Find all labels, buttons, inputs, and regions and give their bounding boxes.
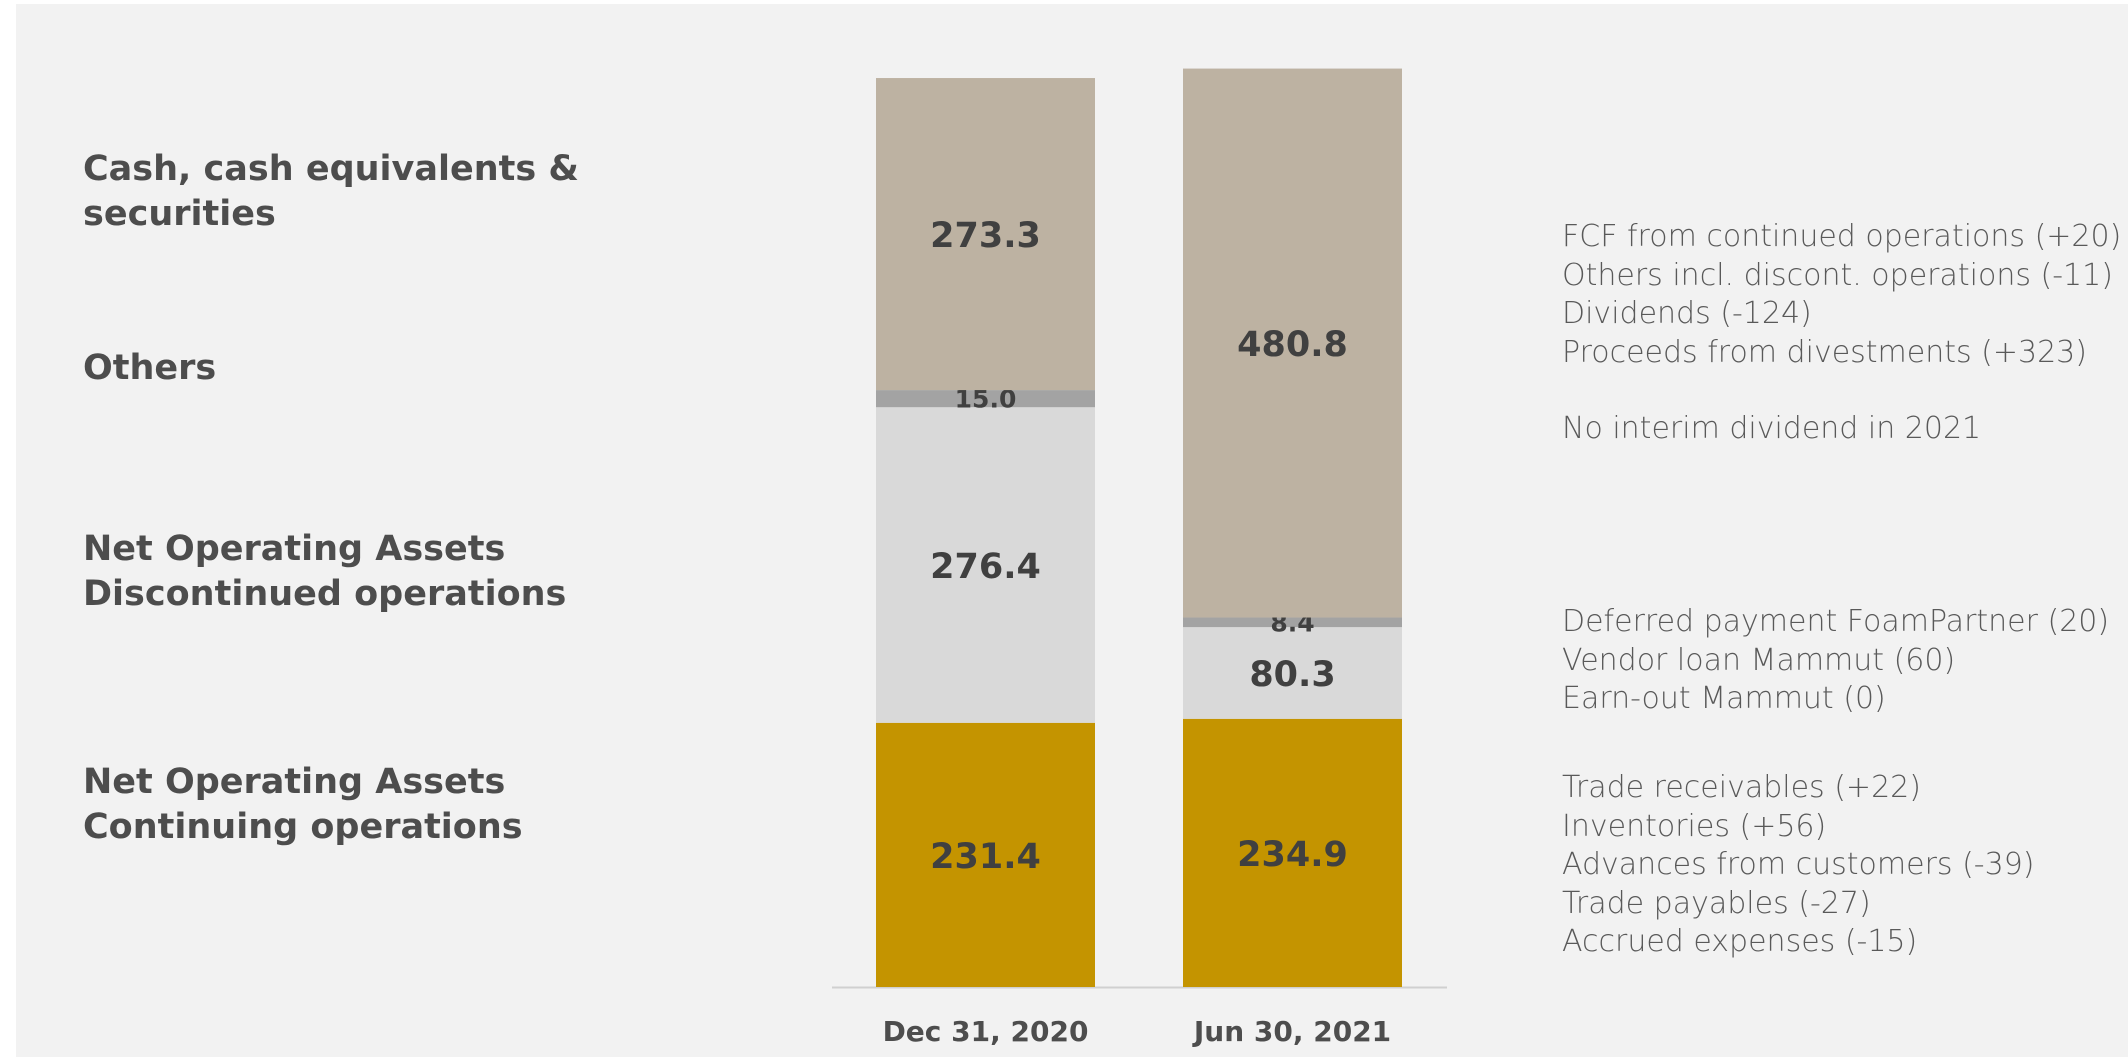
note-line-cash: Dividends (-124) [1562, 296, 1812, 331]
note-line-continuing: Trade payables (-27) [1562, 885, 1871, 921]
note-line-discontinued: Earn-out Mammut (0) [1562, 681, 1886, 716]
notes-discontinued: Deferred payment FoamPartner (20) Vendor … [1562, 603, 2122, 719]
note-line-discontinued: Deferred payment FoamPartner (20) [1562, 604, 2110, 639]
note-line-discontinued: Vendor loan Mammut (60) [1562, 642, 1956, 678]
note-line-continuing: Trade receivables (+22) [1562, 770, 1921, 805]
data-label-discontinued-0: 276.4 [930, 547, 1041, 587]
bar-others-1 [1183, 617, 1402, 628]
bar-continuing-0 [876, 722, 1095, 987]
label-continuing: Net Operating Assets Continuing operatio… [83, 762, 523, 847]
note-spacer [1562, 372, 2122, 410]
bar-discontinued-1 [1183, 627, 1402, 719]
label-discontinued: Net Operating Assets Discontinued operat… [83, 529, 567, 614]
x-tick-label-1: Jun 30, 2021 [1192, 1015, 1391, 1048]
note-line-cash: No interim dividend in 2021 [1562, 411, 1982, 446]
x-tick-label-0: Dec 31, 2020 [883, 1015, 1089, 1048]
label-others: Others [83, 348, 217, 388]
label-cash: Cash, cash equivalents & securities [83, 149, 579, 234]
data-label-continuing-0: 231.4 [930, 837, 1041, 877]
note-line-cash: Others incl. discont. operations (-11) [1562, 257, 2113, 293]
bar-cash-1 [1183, 68, 1402, 618]
note-line-continuing: Inventories (+56) [1562, 808, 1827, 844]
bar-continuing-1 [1183, 718, 1402, 987]
data-label-continuing-1: 234.9 [1237, 835, 1348, 875]
data-label-cash-1: 480.8 [1237, 325, 1348, 365]
note-line-cash: Proceeds from divestments (+323) [1562, 334, 2087, 370]
data-label-cash-0: 273.3 [930, 216, 1041, 256]
bar-cash-0 [876, 78, 1095, 391]
note-line-cash: FCF from continued operations (+20) [1562, 219, 2122, 254]
bar-others-0 [876, 390, 1095, 408]
notes-continuing: Trade receivables (+22) Inventories (+56)… [1562, 769, 2122, 962]
note-line-continuing: Accrued expenses (-15) [1562, 924, 1918, 959]
note-line-continuing: Advances from customers (-39) [1562, 847, 2035, 882]
bar-discontinued-0 [876, 407, 1095, 723]
notes-cash: FCF from continued operations (+20) Other… [1562, 218, 2122, 449]
data-label-discontinued-1: 80.3 [1249, 655, 1335, 695]
